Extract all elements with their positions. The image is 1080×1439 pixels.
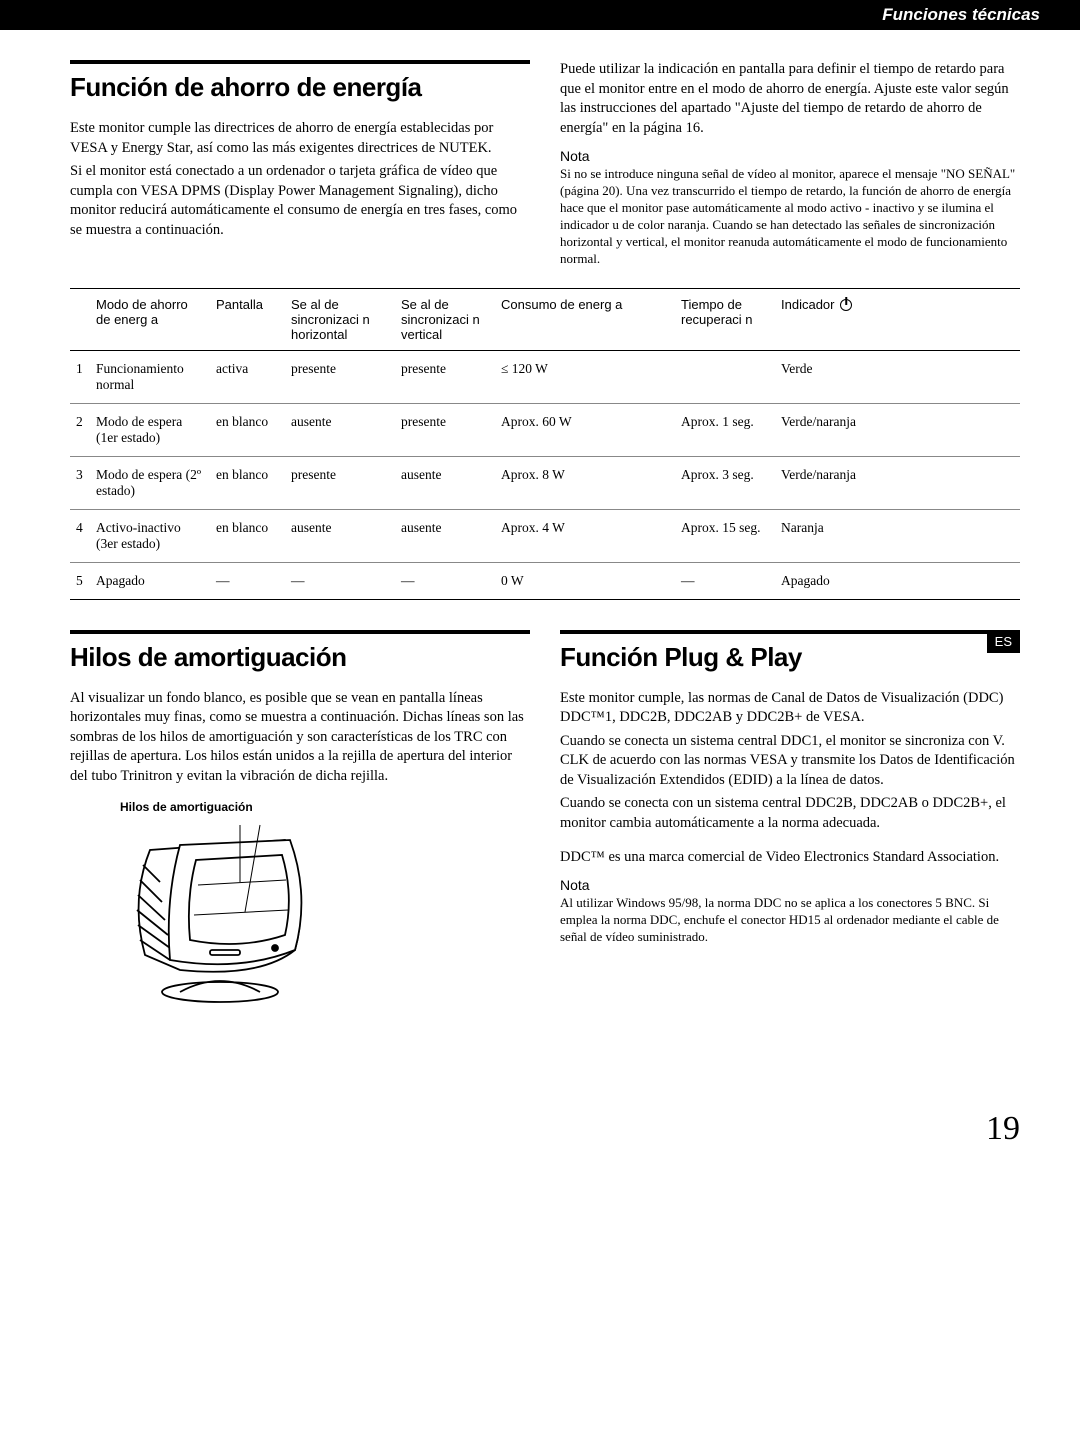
section1-p2: Si el monitor está conectado a un ordena… [70, 162, 530, 240]
language-tab: ES [987, 630, 1020, 653]
cell-num: 4 [70, 509, 90, 562]
section3-p2: Cuando se conecta un sistema central DDC… [560, 732, 1020, 791]
power-saving-table: Modo de ahorro de energ a Pantalla Se al… [70, 288, 1020, 600]
th-blank [70, 288, 90, 350]
cell-vsync: presente [395, 403, 495, 456]
th-vsync: Se al de sincronizaci n vertical [395, 288, 495, 350]
cell-screen: en blanco [210, 403, 285, 456]
cell-num: 5 [70, 562, 90, 599]
section-rule [70, 60, 530, 64]
cell-screen: en blanco [210, 456, 285, 509]
table-row: 2Modo de espera (1er estado)en blancoaus… [70, 403, 1020, 456]
cell-consume: ≤ 120 W [495, 350, 675, 403]
cell-hsync: ausente [285, 509, 395, 562]
cell-num: 1 [70, 350, 90, 403]
cell-consume: Aprox. 8 W [495, 456, 675, 509]
section3-note-label: Nota [560, 877, 1020, 893]
cell-indicator: Verde [775, 350, 1020, 403]
th-screen: Pantalla [210, 288, 285, 350]
section3-title: Función Plug & Play [560, 642, 1020, 673]
cell-vsync: presente [395, 350, 495, 403]
th-consume: Consumo de energ a [495, 288, 675, 350]
cell-indicator: Verde/naranja [775, 403, 1020, 456]
cell-screen: en blanco [210, 509, 285, 562]
section1-note-text: Si no se introduce ninguna señal de víde… [560, 166, 1020, 267]
header-bar: Funciones técnicas [0, 0, 1080, 30]
cell-screen: — [210, 562, 285, 599]
cell-time: Aprox. 1 seg. [675, 403, 775, 456]
table-row: 4Activo-inactivo (3er estado)en blancoau… [70, 509, 1020, 562]
th-hsync: Se al de sincronizaci n horizontal [285, 288, 395, 350]
cell-time: Aprox. 15 seg. [675, 509, 775, 562]
cell-vsync: ausente [395, 509, 495, 562]
section3-p1: Este monitor cumple, las normas de Canal… [560, 689, 1020, 728]
section1-note-label: Nota [560, 148, 1020, 164]
monitor-caption: Hilos de amortiguación [120, 800, 530, 814]
page-number: 19 [70, 1110, 1020, 1148]
section2-p1: Al visualizar un fondo blanco, es posibl… [70, 689, 530, 787]
cell-num: 2 [70, 403, 90, 456]
cell-indicator: Verde/naranja [775, 456, 1020, 509]
cell-time: Aprox. 3 seg. [675, 456, 775, 509]
header-title: Funciones técnicas [882, 5, 1040, 25]
table-row: 5Apagado———0 W—Apagado [70, 562, 1020, 599]
cell-mode: Funcionamiento normal [90, 350, 210, 403]
cell-hsync: — [285, 562, 395, 599]
table-row: 3Modo de espera (2º estado)en blancopres… [70, 456, 1020, 509]
cell-mode: Modo de espera (2º estado) [90, 456, 210, 509]
th-mode: Modo de ahorro de energ a [90, 288, 210, 350]
cell-consume: 0 W [495, 562, 675, 599]
power-icon [840, 299, 852, 311]
section3-note-text: Al utilizar Windows 95/98, la norma DDC … [560, 895, 1020, 946]
section1-p1: Este monitor cumple las directrices de a… [70, 119, 530, 158]
cell-indicator: Naranja [775, 509, 1020, 562]
cell-consume: Aprox. 60 W [495, 403, 675, 456]
section2-title: Hilos de amortiguación [70, 642, 530, 673]
cell-mode: Apagado [90, 562, 210, 599]
section3-p3: Cuando se conecta con un sistema central… [560, 794, 1020, 833]
table-row: 1Funcionamiento normalactivapresentepres… [70, 350, 1020, 403]
cell-consume: Aprox. 4 W [495, 509, 675, 562]
th-indicator: Indicador [775, 288, 1020, 350]
cell-hsync: presente [285, 456, 395, 509]
cell-hsync: ausente [285, 403, 395, 456]
section1-title: Función de ahorro de energía [70, 72, 530, 103]
cell-vsync: — [395, 562, 495, 599]
cell-screen: activa [210, 350, 285, 403]
th-time: Tiempo de recuperaci n [675, 288, 775, 350]
cell-mode: Activo-inactivo (3er estado) [90, 509, 210, 562]
section-rule [70, 630, 530, 634]
cell-num: 3 [70, 456, 90, 509]
cell-hsync: presente [285, 350, 395, 403]
cell-indicator: Apagado [775, 562, 1020, 599]
cell-time [675, 350, 775, 403]
section3-p4: DDC™ es una marca comercial de Video Ele… [560, 848, 1020, 868]
cell-mode: Modo de espera (1er estado) [90, 403, 210, 456]
cell-vsync: ausente [395, 456, 495, 509]
section1-p3: Puede utilizar la indicación en pantalla… [560, 60, 1020, 138]
cell-time: — [675, 562, 775, 599]
section-rule [560, 630, 1020, 634]
monitor-illustration [110, 820, 330, 1010]
